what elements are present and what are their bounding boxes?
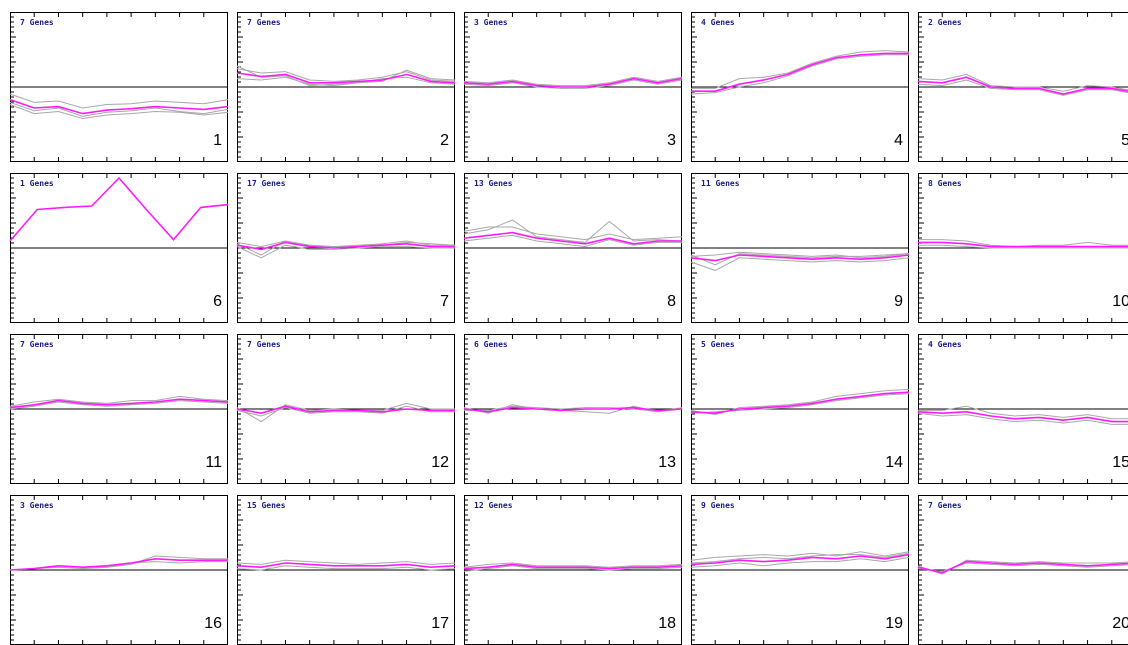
cluster-panel: 6 Genes 13 [464,334,682,484]
cluster-number: 16 [204,615,222,633]
cluster-number: 10 [1112,293,1128,311]
cluster-panel: 8 Genes 10 [918,173,1128,323]
cluster-panel: 7 Genes 11 [10,334,228,484]
cluster-panel: 9 Genes 19 [691,495,909,645]
cluster-panel: 7 Genes 12 [237,334,455,484]
cluster-plot [10,12,228,162]
gene-count-label: 7 Genes [20,18,54,27]
cluster-number: 19 [885,615,903,633]
gene-count-label: 4 Genes [928,340,962,349]
cluster-number: 2 [440,132,449,150]
cluster-plot [10,334,228,484]
cluster-plot [691,12,909,162]
cluster-panel: 11 Genes 9 [691,173,909,323]
cluster-panel: 5 Genes 14 [691,334,909,484]
cluster-plot [464,495,682,645]
cluster-number: 18 [658,615,676,633]
cluster-plot [691,334,909,484]
cluster-plot [237,334,455,484]
cluster-number: 3 [667,132,676,150]
cluster-plot [918,334,1128,484]
cluster-plot [918,173,1128,323]
cluster-panel: 7 Genes 20 [918,495,1128,645]
cluster-panel: 4 Genes 4 [691,12,909,162]
cluster-panel: 3 Genes 16 [10,495,228,645]
cluster-panel: 4 Genes 15 [918,334,1128,484]
cluster-plot [464,173,682,323]
gene-count-label: 17 Genes [247,179,286,188]
gene-count-label: 2 Genes [928,18,962,27]
cluster-plot [10,495,228,645]
cluster-number: 12 [431,454,449,472]
gene-count-label: 7 Genes [928,501,962,510]
cluster-number: 11 [205,454,222,472]
cluster-plot [464,334,682,484]
cluster-panel: 2 Genes 5 [918,12,1128,162]
cluster-plot [237,12,455,162]
gene-count-label: 9 Genes [701,501,735,510]
cluster-number: 1 [213,132,222,150]
cluster-panel: 7 Genes 1 [10,12,228,162]
cluster-plot [918,495,1128,645]
cluster-number: 17 [431,615,449,633]
cluster-plot [464,12,682,162]
gene-count-label: 13 Genes [474,179,513,188]
cluster-plot [237,173,455,323]
cluster-number: 13 [658,454,676,472]
cluster-plot [918,12,1128,162]
gene-count-label: 12 Genes [474,501,513,510]
gene-count-label: 7 Genes [247,340,281,349]
gene-count-label: 6 Genes [474,340,508,349]
cluster-panel: 1 Genes 6 [10,173,228,323]
gene-count-label: 7 Genes [20,340,54,349]
gene-count-label: 8 Genes [928,179,962,188]
cluster-panel: 17 Genes 7 [237,173,455,323]
gene-count-label: 3 Genes [20,501,54,510]
cluster-panel: 12 Genes 18 [464,495,682,645]
cluster-plot [691,173,909,323]
cluster-panel: 15 Genes 17 [237,495,455,645]
cluster-number: 14 [885,454,903,472]
cluster-plot [10,173,228,323]
gene-count-label: 7 Genes [247,18,281,27]
cluster-number: 6 [213,293,222,311]
gene-count-label: 11 Genes [701,179,740,188]
cluster-plot [691,495,909,645]
cluster-number: 5 [1121,132,1128,150]
gene-count-label: 4 Genes [701,18,735,27]
gene-count-label: 3 Genes [474,18,508,27]
gene-count-label: 15 Genes [247,501,286,510]
cluster-plot [237,495,455,645]
gene-count-label: 5 Genes [701,340,735,349]
cluster-panel: 7 Genes 2 [237,12,455,162]
cluster-number: 7 [440,293,449,311]
cluster-number: 15 [1112,454,1128,472]
cluster-number: 9 [894,293,903,311]
cluster-panel: 3 Genes 3 [464,12,682,162]
cluster-number: 4 [894,132,903,150]
gene-count-label: 1 Genes [20,179,54,188]
cluster-number: 20 [1112,615,1128,633]
cluster-number: 8 [667,293,676,311]
cluster-panel: 13 Genes 8 [464,173,682,323]
